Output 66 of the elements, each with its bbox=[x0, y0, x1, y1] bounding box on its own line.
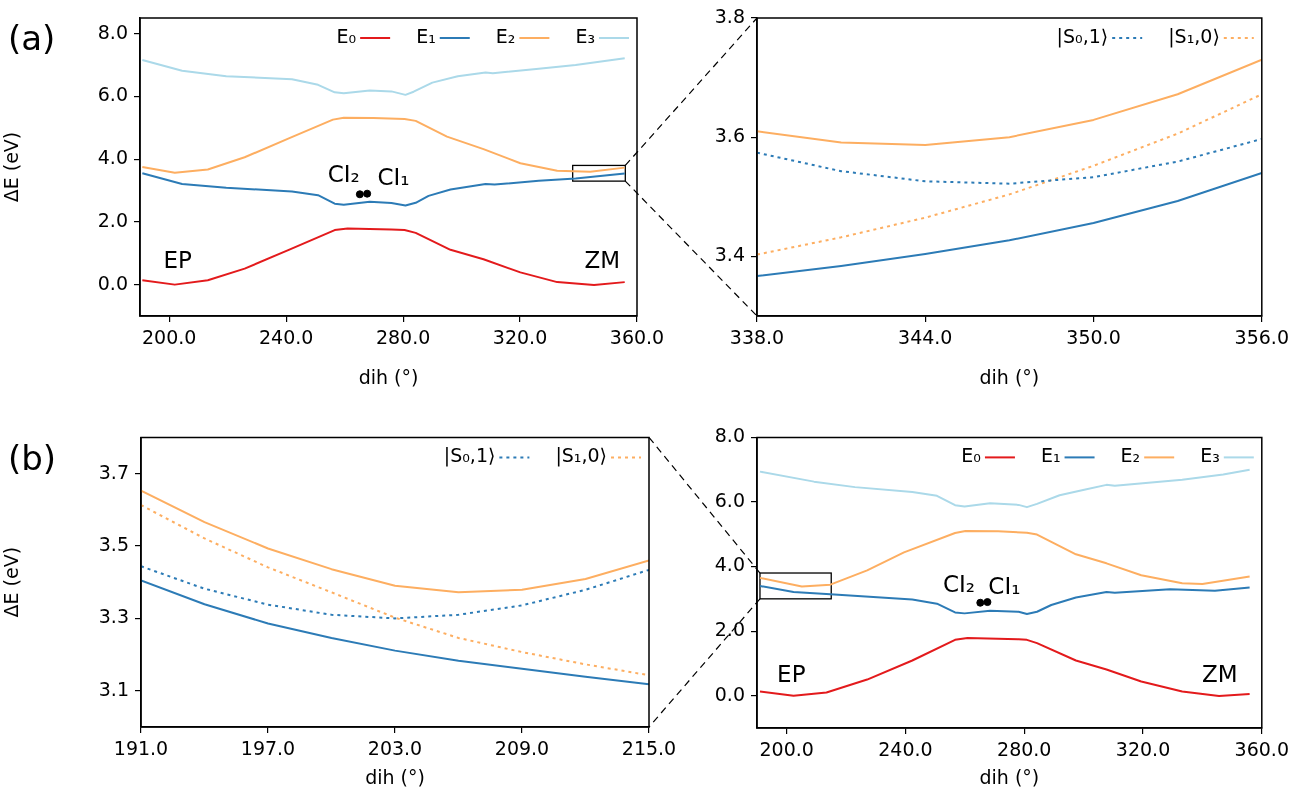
y-tick-label: 3.4 bbox=[714, 243, 745, 266]
y-tick-label: 3.8 bbox=[714, 4, 745, 27]
legend-label: E₃ bbox=[575, 24, 595, 47]
x-tick-label: 203.0 bbox=[367, 737, 423, 760]
legend-label: E₃ bbox=[1200, 444, 1220, 467]
y-axis-title: ΔE (eV) bbox=[0, 131, 23, 203]
x-tick-label: 344.0 bbox=[898, 326, 953, 349]
x-tick-label: 191.0 bbox=[113, 737, 169, 760]
x-axis-title: dih (°) bbox=[365, 765, 425, 788]
x-tick-label: 280.0 bbox=[375, 326, 431, 349]
annotation: ZM bbox=[1202, 660, 1238, 687]
y-tick-label: 8.0 bbox=[714, 424, 745, 447]
line-series bbox=[141, 565, 649, 620]
x-tick-label: 320.0 bbox=[1115, 738, 1171, 761]
legend-label: E₂ bbox=[1120, 444, 1141, 467]
x-tick-label: 200.0 bbox=[142, 326, 197, 349]
y-tick-label: 4.0 bbox=[714, 553, 745, 576]
y-tick-label: 3.1 bbox=[98, 677, 129, 700]
y-tick-label: 3.5 bbox=[98, 532, 129, 555]
x-tick-label: 200.0 bbox=[759, 738, 814, 761]
annotation: CI₁ bbox=[988, 573, 1021, 600]
x-tick-label: 209.0 bbox=[494, 737, 550, 760]
annotation: EP bbox=[777, 660, 806, 687]
x-tick-label: 215.0 bbox=[621, 737, 677, 760]
text: (a) bbox=[8, 18, 56, 58]
x-tick-label: 350.0 bbox=[1066, 326, 1121, 349]
legend-label: |S₁,0⟩ bbox=[1168, 24, 1220, 48]
x-axis-title: dih (°) bbox=[979, 765, 1040, 788]
y-tick-label: 3.7 bbox=[98, 460, 129, 483]
legend-label: |S₀,1⟩ bbox=[1056, 24, 1109, 48]
y-tick-label: 6.0 bbox=[97, 83, 128, 106]
legend-label: E₀ bbox=[961, 444, 981, 467]
y-axis-title: ΔE (eV) bbox=[0, 546, 23, 618]
legend-label: E₁ bbox=[1040, 444, 1061, 467]
y-tick-label: 8.0 bbox=[97, 20, 128, 43]
annotation: EP bbox=[163, 247, 193, 274]
x-tick-label: 338.0 bbox=[729, 326, 785, 349]
legend-label: |S₁,0⟩ bbox=[555, 444, 608, 468]
x-tick-label: 320.0 bbox=[492, 326, 548, 349]
x-tick-label: 197.0 bbox=[240, 737, 296, 760]
y-tick-label: 0.0 bbox=[714, 682, 745, 705]
line-series bbox=[757, 93, 1262, 256]
annotation: ZM bbox=[584, 247, 621, 274]
x-axis-title: dih (°) bbox=[358, 365, 419, 388]
annotation: CI₂ bbox=[327, 160, 360, 187]
legend-label: E₁ bbox=[416, 24, 436, 47]
y-tick-label: 0.0 bbox=[97, 271, 128, 294]
x-tick-label: 240.0 bbox=[878, 738, 933, 761]
x-tick-label: 280.0 bbox=[997, 738, 1052, 761]
y-tick-label: 6.0 bbox=[714, 488, 745, 511]
x-tick-label: 360.0 bbox=[1234, 738, 1290, 761]
annotation: CI₁ bbox=[377, 163, 410, 190]
y-tick-label: 2.0 bbox=[97, 208, 128, 231]
y-tick-label: 3.6 bbox=[714, 124, 745, 147]
legend-label: |S₀,1⟩ bbox=[443, 444, 496, 468]
legend-label: E₀ bbox=[336, 24, 357, 47]
y-tick-label: 2.0 bbox=[714, 618, 745, 641]
x-tick-label: 240.0 bbox=[258, 326, 314, 349]
y-tick-label: 4.0 bbox=[97, 146, 128, 169]
legend-label: E₂ bbox=[495, 24, 516, 47]
x-tick-label: 356.0 bbox=[1234, 326, 1290, 349]
x-tick-label: 360.0 bbox=[609, 326, 665, 349]
y-tick-label: 3.3 bbox=[98, 605, 129, 628]
text: (b) bbox=[8, 438, 57, 478]
annotation: CI₂ bbox=[942, 570, 975, 597]
x-axis-title: dih (°) bbox=[979, 365, 1040, 388]
